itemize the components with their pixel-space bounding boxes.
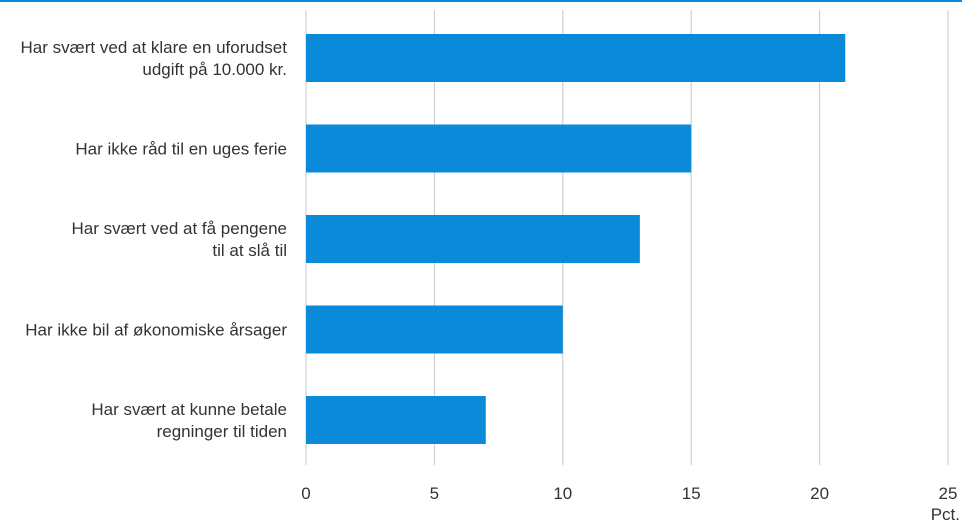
x-tick-label: 25 — [939, 484, 958, 503]
x-tick-label: 5 — [430, 484, 439, 503]
category-label: Har ikke råd til en uges ferie — [75, 140, 287, 159]
category-label-line: til at slå til — [212, 241, 287, 260]
bar — [306, 34, 846, 82]
bar — [306, 124, 692, 173]
bar — [306, 396, 486, 444]
category-label: Har svært ved at få pengene til at slå ti… — [72, 219, 287, 260]
category-label-line: udgift på 10.000 kr. — [142, 60, 287, 79]
category-label-line: Har svært ved at klare en uforudset — [21, 38, 288, 57]
category-label-line: Har svært ved at få pengene — [72, 219, 287, 238]
x-axis-ticks: 0 5 10 15 20 25 — [301, 484, 957, 503]
x-tick-label: 0 — [301, 484, 310, 503]
category-label: Har svært ved at klare en uforudset udgif… — [21, 38, 288, 79]
bars — [306, 34, 846, 444]
category-label: Har svært at kunne betale regninger til t… — [91, 400, 287, 441]
grid-lines — [305, 10, 949, 465]
category-label-line: regninger til tiden — [157, 422, 287, 441]
x-tick-label: 10 — [553, 484, 572, 503]
bar — [306, 215, 640, 263]
category-label: Har ikke bil af økonomiske årsager — [25, 321, 287, 340]
x-axis-unit-label: Pct. — [931, 505, 960, 524]
x-tick-label: 15 — [682, 484, 701, 503]
category-label-line: Har svært at kunne betale — [91, 400, 287, 419]
top-accent-rule — [0, 0, 962, 2]
bar — [306, 305, 563, 354]
category-label-line: Har ikke råd til en uges ferie — [75, 140, 287, 159]
x-tick-label: 20 — [810, 484, 829, 503]
category-label-line: Har ikke bil af økonomiske årsager — [25, 321, 287, 340]
category-labels: Har svært ved at klare en uforudset udgif… — [21, 38, 288, 441]
